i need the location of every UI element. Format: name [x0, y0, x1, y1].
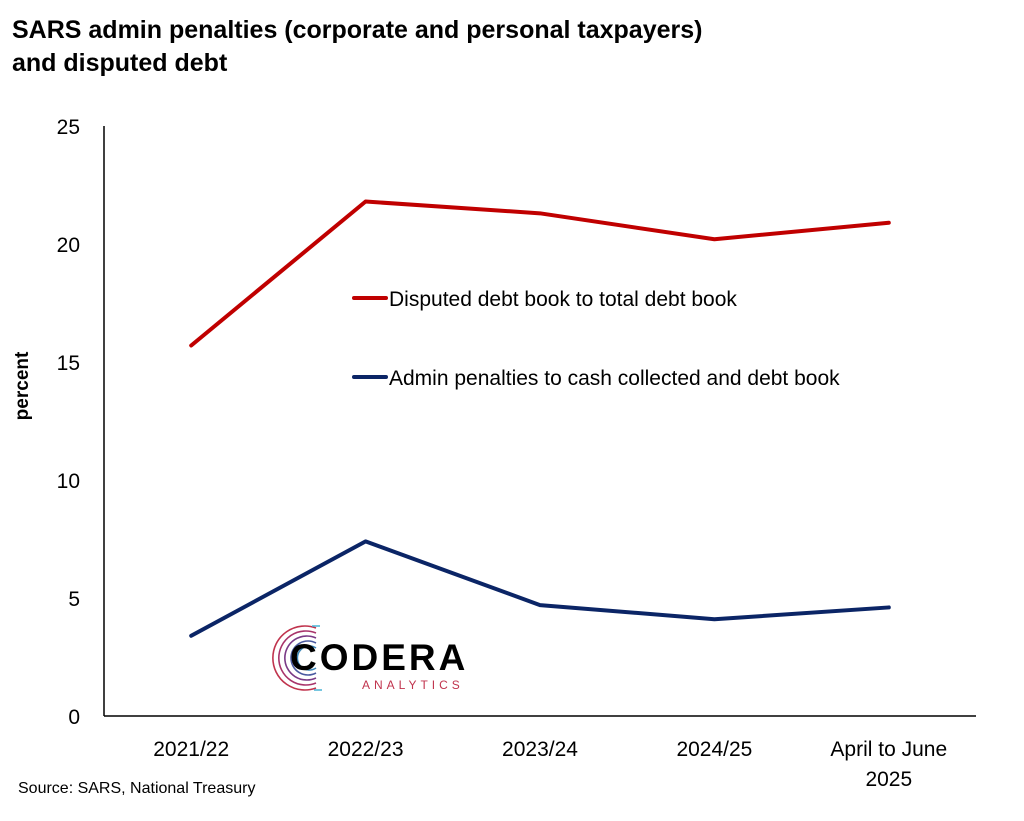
chart-axes [103, 126, 976, 717]
y-tick-labels: 0 5 10 15 20 25 [57, 116, 80, 729]
data-point [887, 221, 890, 224]
y-tick-label: 15 [57, 352, 80, 375]
series-line-2 [189, 539, 891, 638]
x-tick-label: 2021/22 [153, 738, 229, 761]
legend-entry: Disputed debt book to total debt book [389, 288, 737, 311]
x-tick-label: 2024/25 [676, 738, 752, 761]
data-point [364, 200, 367, 203]
y-tick-label: 10 [57, 470, 80, 493]
chart-title-line-2: and disputed debt [12, 49, 228, 77]
series-lines [189, 199, 891, 638]
legend: Disputed debt book to total debt book Adm… [352, 288, 840, 390]
data-point [887, 606, 890, 609]
legend-entry: Admin penalties to cash collected and de… [389, 367, 840, 390]
data-point [190, 634, 193, 637]
y-tick-label: 20 [57, 234, 80, 257]
fingerprint-icon [272, 625, 322, 691]
data-point [713, 238, 716, 241]
chart-title: SARS admin penalties (corporate and pers… [12, 14, 992, 80]
source-note: Source: SARS, National Treasury [18, 780, 256, 797]
chart-title-line-1: SARS admin penalties (corporate and pers… [12, 16, 703, 44]
codera-logo: CODERA ANALYTICS [272, 625, 468, 692]
logo-subtitle: ANALYTICS [362, 678, 464, 692]
y-tick-label: 5 [68, 588, 80, 611]
data-point [713, 618, 716, 621]
data-point [539, 212, 541, 215]
y-tick-label: 0 [68, 706, 80, 729]
logo-wordmark: CODERA [290, 637, 468, 678]
x-tick-labels: 2021/22 2022/23 2023/24 2024/25 April to Jun… [153, 738, 947, 791]
y-tick-label: 25 [57, 116, 80, 139]
data-point [364, 540, 367, 543]
y-axis-label: percent [12, 351, 33, 420]
x-tick-label: 2022/23 [328, 738, 404, 761]
x-tick-label: 2023/24 [502, 738, 578, 761]
data-point [190, 344, 193, 347]
x-tick-label: April to June 2025 [830, 738, 947, 791]
data-point [539, 604, 541, 607]
series-line-1 [189, 199, 891, 348]
